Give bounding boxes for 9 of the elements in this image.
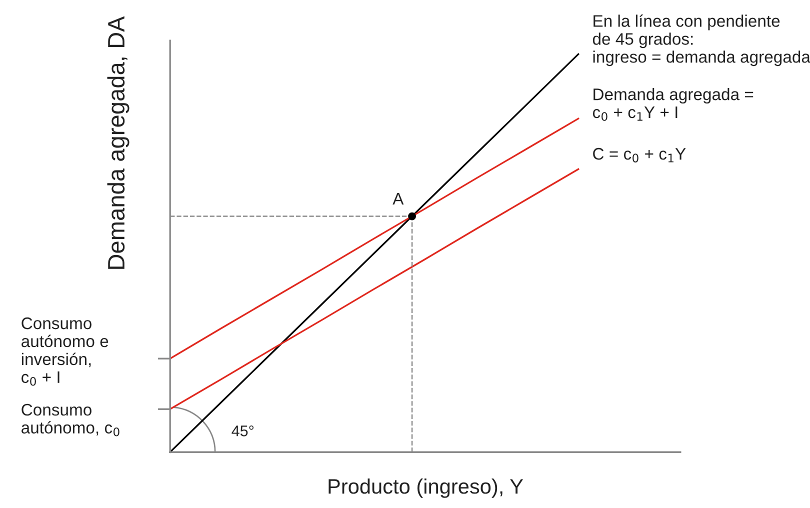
series-label: Demanda agregada = c$_{0}$ + c$_{1}$Y + I <box>592 88 754 121</box>
series-label: C = c$_{0}$ + c$_{1}$Y <box>593 148 686 162</box>
text: Consumo autónomo e inversión, c$_{0}$ + I <box>22 317 108 386</box>
annotation: 45° <box>232 426 254 436</box>
annotation: A <box>392 193 404 204</box>
y-axis-title: Demanda agregada, DA <box>107 16 130 269</box>
x-axis-title: Producto (ingreso), Y <box>328 478 524 498</box>
text: Consumo autónomo, c$_{0}$ <box>22 404 120 436</box>
series-label: En la línea con pendiente de 45 grados: ingreso = demanda agregada <box>592 14 810 66</box>
